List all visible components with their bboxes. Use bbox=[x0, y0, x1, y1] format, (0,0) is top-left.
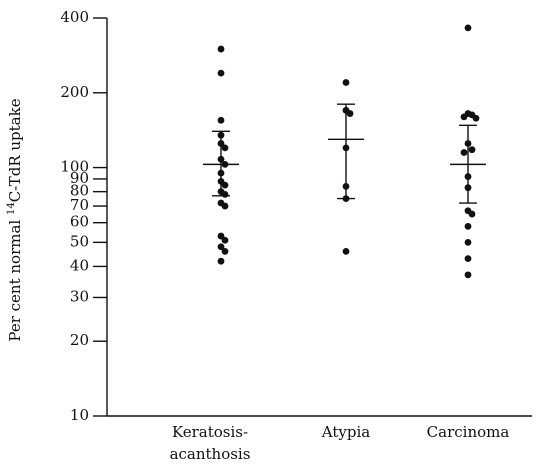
data-point bbox=[221, 247, 229, 255]
data-point bbox=[468, 210, 476, 218]
data-point bbox=[472, 114, 480, 122]
data-point bbox=[221, 202, 229, 210]
data-point bbox=[464, 184, 472, 192]
data-point bbox=[217, 69, 225, 77]
x-category-label: Atypia bbox=[321, 423, 370, 441]
data-groups bbox=[203, 24, 486, 279]
data-point bbox=[221, 144, 229, 152]
data-point bbox=[464, 140, 472, 147]
x-category-labels: Keratosis-acanthosis Atypia Carcinoma bbox=[170, 423, 510, 463]
y-tick-label: 50 bbox=[70, 232, 89, 250]
data-point bbox=[221, 160, 229, 168]
y-axis-label: Per cent normal 14C-TdR uptake bbox=[6, 98, 24, 341]
data-point bbox=[464, 255, 472, 263]
y-tick-label: 10 bbox=[70, 406, 89, 424]
group bbox=[450, 24, 486, 279]
data-point bbox=[217, 140, 225, 147]
x-category-label: Keratosis- bbox=[172, 423, 248, 441]
data-point bbox=[468, 146, 476, 154]
data-point bbox=[464, 222, 472, 230]
data-point bbox=[217, 243, 225, 251]
data-point bbox=[464, 24, 472, 32]
y-tick-label: 100 bbox=[60, 158, 89, 176]
data-point bbox=[217, 169, 225, 177]
y-tick-label: 60 bbox=[70, 213, 89, 231]
data-point bbox=[346, 110, 354, 117]
group bbox=[203, 45, 239, 265]
data-point bbox=[342, 79, 350, 86]
data-point bbox=[460, 113, 468, 121]
data-point bbox=[460, 149, 468, 156]
data-point bbox=[217, 116, 225, 124]
y-tick-label: 30 bbox=[70, 287, 89, 305]
x-category-label: acanthosis bbox=[170, 445, 251, 463]
data-point bbox=[342, 144, 350, 152]
data-point bbox=[221, 236, 229, 244]
y-tick-label: 90 bbox=[70, 169, 89, 187]
y-tick-label: 400 bbox=[60, 8, 89, 26]
data-point bbox=[217, 155, 225, 163]
data-point bbox=[217, 257, 225, 265]
y-tick-label: 40 bbox=[70, 256, 89, 274]
data-point bbox=[464, 271, 472, 279]
data-point bbox=[342, 195, 350, 203]
data-point bbox=[217, 45, 225, 53]
group bbox=[328, 79, 364, 255]
data-point bbox=[342, 182, 350, 190]
data-point bbox=[221, 181, 229, 189]
data-point bbox=[464, 238, 472, 246]
y-tick-label: 20 bbox=[70, 331, 89, 349]
data-point bbox=[221, 190, 229, 198]
y-tick-label: 80 bbox=[70, 182, 89, 200]
y-tick-label: 200 bbox=[60, 83, 89, 101]
axes bbox=[106, 18, 532, 417]
x-category-label: Carcinoma bbox=[427, 423, 510, 441]
data-point bbox=[342, 247, 350, 255]
data-point bbox=[217, 131, 225, 139]
y-tick-label: 70 bbox=[70, 196, 89, 214]
data-point bbox=[464, 173, 472, 180]
